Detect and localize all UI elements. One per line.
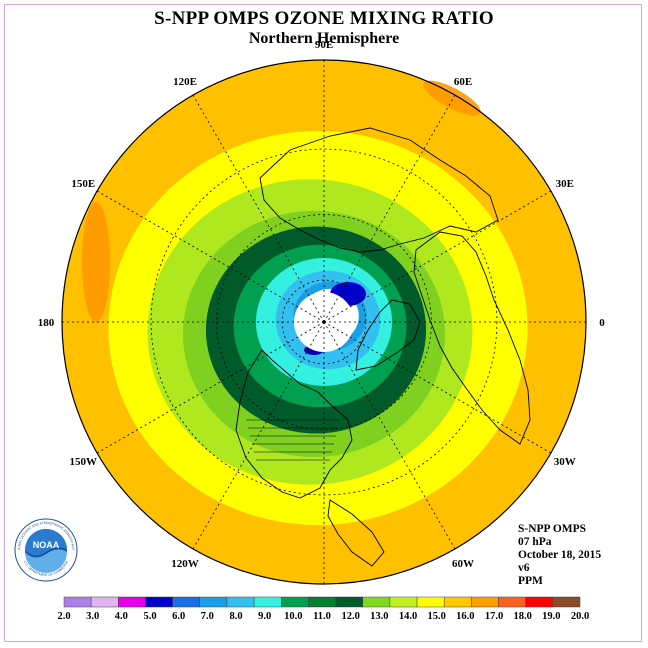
legend-label: 4.0 xyxy=(115,611,128,622)
coastlines xyxy=(235,127,531,567)
info-level: 07 hPa xyxy=(518,536,552,548)
coastline-1 xyxy=(355,299,421,371)
legend-swatch xyxy=(335,596,363,608)
legend-label: 16.0 xyxy=(456,611,474,622)
info-version: v6 xyxy=(518,562,530,574)
legend-label: 18.0 xyxy=(513,611,531,622)
legend-label: 11.0 xyxy=(313,611,331,622)
meridian-line xyxy=(96,321,325,454)
meridian-line xyxy=(323,94,456,323)
legend-swatch xyxy=(362,596,391,608)
legend-label: 5.0 xyxy=(143,611,156,622)
legend-label: 20.0 xyxy=(571,611,589,622)
info-date: October 18, 2015 xyxy=(518,549,602,561)
page-title: S-NPP OMPS OZONE MIXING RATIO xyxy=(154,8,494,29)
lon-label-180: 180 xyxy=(38,317,55,329)
lon-label-120w: 120W xyxy=(171,558,199,570)
legend-swatch xyxy=(145,596,173,608)
legend-swatch xyxy=(416,596,445,608)
legend-swatch xyxy=(389,596,418,608)
legend-label: 9.0 xyxy=(258,611,271,622)
legend-swatch xyxy=(471,596,499,608)
legend-swatch xyxy=(253,596,282,608)
legend-swatch xyxy=(172,596,201,608)
lon-label-150w: 150W xyxy=(69,456,97,468)
lon-label-120e: 120E xyxy=(173,76,197,88)
meridian-line xyxy=(323,190,552,323)
legend-label: 19.0 xyxy=(542,611,560,622)
info-units: PPM xyxy=(518,575,543,587)
legend-swatch xyxy=(90,596,119,608)
lat-lon-grid xyxy=(61,59,587,585)
legend-swatch xyxy=(308,596,336,608)
legend-label: 7.0 xyxy=(201,611,214,622)
lon-label-30e: 30E xyxy=(556,178,574,190)
legend-label: 3.0 xyxy=(86,611,99,622)
lon-label-150e: 150E xyxy=(71,178,95,190)
legend-swatch xyxy=(498,596,526,608)
lon-label-90e: 90E xyxy=(315,39,333,51)
legend-label: 8.0 xyxy=(229,611,242,622)
legend-label: 13.0 xyxy=(370,611,388,622)
meridian-line xyxy=(192,321,325,550)
info-instrument: S-NPP OMPS xyxy=(518,523,587,535)
legend-swatch xyxy=(552,596,581,608)
legend-swatch xyxy=(226,596,255,608)
legend-swatch xyxy=(118,596,146,608)
page-subtitle: Northern Hemisphere xyxy=(248,30,400,47)
legend-label: 14.0 xyxy=(399,611,417,622)
legend-label: 17.0 xyxy=(485,611,503,622)
legend-label: 15.0 xyxy=(427,611,445,622)
lon-label-60e: 60E xyxy=(454,76,472,88)
legend-swatch xyxy=(63,596,92,608)
latitude-circle xyxy=(216,214,432,430)
legend-label: 10.0 xyxy=(284,611,302,622)
coastline-0 xyxy=(235,349,353,499)
coastline-2 xyxy=(413,231,531,445)
meridian-line xyxy=(323,321,552,454)
legend-swatch xyxy=(443,596,472,608)
orange-patch-north xyxy=(423,80,481,116)
legend-label: 2.0 xyxy=(57,611,70,622)
meridian-line xyxy=(323,321,456,550)
legend-swatch xyxy=(281,596,309,608)
orange-patch-west xyxy=(82,202,110,322)
lon-label-60w: 60W xyxy=(452,558,474,570)
noaa-logo: NOAA NATIONAL OCEANIC AND ATMOSPHERIC AD… xyxy=(14,518,78,582)
meridian-line xyxy=(192,94,325,323)
logo-text: NOAA xyxy=(33,540,60,550)
info-block: S-NPP OMPS 07 hPa October 18, 2015 v6 PP… xyxy=(518,523,601,588)
lon-label-30w: 30W xyxy=(554,456,576,468)
legend-label: 6.0 xyxy=(172,611,185,622)
legend-swatch xyxy=(199,596,228,608)
legend-swatch xyxy=(525,596,554,608)
coastline-4 xyxy=(327,499,385,567)
lon-label-0: 0 xyxy=(599,317,605,329)
latitude-circle xyxy=(150,148,498,496)
meridian-line xyxy=(96,190,325,323)
legend-label: 12.0 xyxy=(341,611,359,622)
coastline-3 xyxy=(259,127,499,253)
